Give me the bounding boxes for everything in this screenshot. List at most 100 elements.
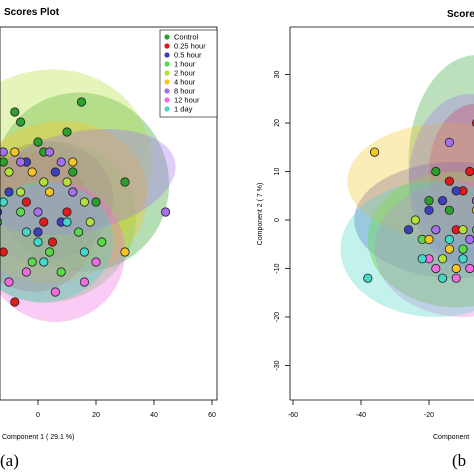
panel-b-point-6-0 — [444, 137, 454, 147]
panel-a-point-8-2 — [62, 217, 72, 227]
panel-a-legend-swatch-5 — [164, 79, 170, 85]
panel-a-ellipses — [0, 69, 176, 322]
panel-a-point-0-4 — [120, 177, 130, 187]
panel-b-point-0-3 — [431, 166, 441, 177]
panel-a-point-6-1 — [44, 147, 55, 157]
panel-a-point-1-1 — [21, 197, 32, 207]
panel-b-point-4-2 — [437, 254, 448, 264]
panel-b-point-2-0 — [403, 225, 414, 235]
panel-b-ellipse-0 — [408, 55, 474, 269]
panel-b-point-6-2 — [431, 225, 441, 235]
panel-a-point-3-1 — [44, 247, 55, 257]
panel-a-legend-swatch-3 — [164, 61, 170, 67]
panel-a-point-5-3 — [68, 157, 78, 167]
panel-a-point-3-6 — [16, 207, 26, 217]
panel-a-frame — [0, 26, 218, 401]
panel-b-ytick-label-0: -30 — [274, 360, 281, 370]
panel-a-point-2-4 — [33, 227, 43, 237]
panel-b-point-8-2 — [437, 273, 448, 283]
panel-a-point-1-2 — [39, 217, 49, 227]
panel-b-label: (b — [452, 451, 466, 470]
panel-a-legend-swatch-8 — [164, 106, 170, 112]
panel-b-point-8-1 — [417, 254, 427, 264]
panel-a-legend-swatch-4 — [164, 70, 170, 76]
panel-a-ellipse-8 — [0, 181, 114, 303]
panel-b-xtick-label-1: -40 — [356, 412, 366, 419]
panel-b-ellipse-8 — [340, 181, 474, 317]
panel-a-legend-label-4: 2 hour — [174, 69, 196, 78]
panel-b-title: Scores — [447, 9, 474, 20]
panel-a-point-1-5 — [10, 297, 20, 307]
panel-a-point-8-3 — [79, 247, 90, 257]
panel-a-point-0-9 — [16, 117, 26, 127]
panel-a-point-5-2 — [44, 187, 55, 197]
panel-a: Scores Plot 0 20 40 60 Component 1 ( 29.1 %… — [0, 7, 218, 470]
panel-a-point-5-5 — [27, 167, 37, 177]
panel-a-point-6-0 — [16, 157, 26, 167]
panel-a-legend-swatch-1 — [164, 43, 170, 49]
panel-b-ellipse-6 — [408, 93, 474, 269]
panel-b-point-7-3 — [465, 263, 474, 274]
panel-a-xlabel: Component 1 ( 29.1 %) — [2, 434, 74, 441]
panel-b-point-7-1 — [451, 273, 461, 283]
panel-b-point-6-1 — [465, 234, 474, 244]
panel-b-point-8-4 — [444, 234, 454, 244]
panel-a-point-2-2 — [4, 187, 14, 197]
panel-a-point-4-2 — [79, 197, 90, 207]
panel-a-legend-label-8: 1 day — [174, 105, 193, 114]
panel-a-point-7-3 — [79, 277, 90, 287]
panel-b-xtick-label-2: -20 — [424, 412, 434, 419]
panel-b-point-2-2 — [451, 186, 461, 196]
panel-a-point-4-5 — [85, 217, 95, 227]
panel-b-ellipse-7 — [374, 181, 474, 317]
panel-b-ytick-label-3: 0 — [274, 218, 281, 222]
panel-a-ellipse-7 — [0, 182, 126, 322]
panel-a-point-0-2 — [62, 127, 72, 137]
panel-b-xtick-label-0: -60 — [288, 412, 298, 419]
panel-a-point-7-5 — [4, 277, 14, 287]
panel-a-point-3-4 — [56, 267, 66, 277]
panel-a-point-8-1 — [33, 237, 43, 247]
panel-b-point-4-0 — [410, 215, 420, 225]
panel-b-points — [363, 119, 474, 283]
panel-b-point-5-1 — [424, 234, 434, 244]
panel-a-points — [0, 97, 171, 307]
panel-a-point-0-3 — [76, 97, 87, 107]
panel-b-point-1-1 — [465, 166, 474, 177]
panel-b-point-3-1 — [458, 244, 468, 254]
panel-a-ellipse-6 — [0, 128, 176, 236]
panel-a-point-0-0 — [10, 107, 20, 117]
panel-a-point-4-1 — [62, 177, 72, 187]
panel-b-ytick-label-2: -10 — [274, 263, 281, 273]
panel-b-point-8-3 — [458, 254, 468, 264]
panel-b-ytick-label-1: -20 — [274, 312, 281, 322]
panel-b-ytick-label-6: 30 — [274, 71, 281, 79]
panel-b-x-ticks: -60-40-200 — [288, 400, 434, 419]
panel-a-legend-label-0: Control — [174, 33, 199, 42]
panel-a-xtick-label-0: 0 — [36, 412, 40, 419]
panel-a-point-7-2 — [50, 287, 61, 297]
panel-a-point-7-4 — [91, 257, 101, 267]
panel-a-point-8-0 — [0, 197, 8, 207]
panel-a-point-6-5 — [33, 207, 43, 217]
panel-b-point-2-3 — [424, 205, 434, 215]
panel-a-point-6-3 — [161, 207, 171, 217]
panel-b-point-1-4 — [444, 176, 454, 186]
panel-a-point-0-6 — [0, 157, 8, 167]
panel-a-point-3-3 — [27, 257, 37, 267]
panel-a-point-3-2 — [74, 227, 84, 237]
panel-a-ellipse-4 — [0, 69, 152, 275]
panel-b-ytick-label-4: 10 — [274, 168, 281, 176]
panel-b-point-0-0 — [444, 205, 454, 215]
panel-a-legend-swatch-7 — [164, 97, 170, 103]
panel-a-legend-label-5: 4 hour — [174, 78, 196, 87]
panel-a-point-7-1 — [21, 267, 32, 277]
panel-b-point-8-0 — [363, 273, 373, 283]
panel-a-legend-swatch-2 — [164, 52, 170, 58]
panel-a-point-8-4 — [21, 227, 32, 237]
panel-a-point-0-7 — [68, 167, 78, 177]
panel-a-point-4-0 — [16, 187, 26, 197]
panel-a-xtick-label-2: 40 — [150, 412, 158, 419]
